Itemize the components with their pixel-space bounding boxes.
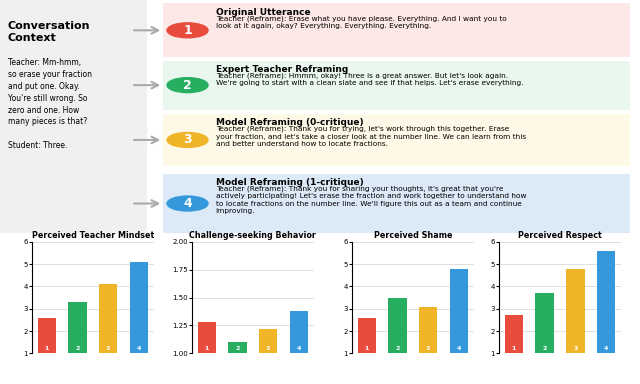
Title: Perceived Respect: Perceived Respect	[518, 231, 602, 240]
Text: 4: 4	[604, 346, 608, 351]
Text: 1: 1	[512, 346, 516, 351]
Bar	[130, 262, 148, 376]
Text: Original Utterance: Original Utterance	[216, 8, 310, 17]
Bar	[536, 293, 554, 376]
Text: Conversation
Context: Conversation Context	[8, 21, 90, 43]
Text: 2: 2	[236, 346, 239, 351]
Text: 2: 2	[76, 346, 79, 351]
FancyBboxPatch shape	[163, 3, 630, 57]
Text: Model Reframing (1-critique): Model Reframing (1-critique)	[216, 178, 364, 187]
Bar	[68, 302, 86, 376]
Bar	[99, 284, 117, 376]
Bar	[505, 315, 523, 376]
Text: Teacher (Reframe): Thank you for trying, let's work through this together. Erase: Teacher (Reframe): Thank you for trying,…	[216, 126, 526, 147]
Text: Teacher: Mm-hmm,
so erase your fraction
and put one. Okay.
You're still wrong. S: Teacher: Mm-hmm, so erase your fraction …	[8, 58, 92, 150]
Bar	[597, 251, 615, 376]
Text: 4: 4	[137, 346, 141, 351]
Text: 3: 3	[426, 346, 430, 351]
Text: 4: 4	[183, 197, 192, 210]
Text: 1: 1	[183, 24, 192, 37]
Title: Challenge-seeking Behavior: Challenge-seeking Behavior	[189, 231, 316, 240]
FancyBboxPatch shape	[163, 174, 630, 233]
FancyBboxPatch shape	[0, 0, 147, 233]
Text: 3: 3	[106, 346, 110, 351]
Bar	[450, 269, 468, 376]
Circle shape	[167, 132, 208, 147]
Bar	[228, 342, 246, 384]
Text: Model Reframing (0-critique): Model Reframing (0-critique)	[216, 119, 364, 127]
Text: Teacher (Reframe): Thank you for sharing your thoughts, it's great that you're
a: Teacher (Reframe): Thank you for sharing…	[216, 185, 526, 214]
Bar	[259, 329, 277, 384]
FancyBboxPatch shape	[147, 0, 640, 233]
Text: 2: 2	[543, 346, 547, 351]
Text: Expert Teacher Reframing: Expert Teacher Reframing	[216, 65, 348, 74]
Bar	[38, 318, 56, 376]
FancyBboxPatch shape	[163, 61, 630, 110]
Text: 2: 2	[183, 79, 192, 92]
Bar	[388, 298, 406, 376]
Text: Teacher (Reframe): Erase what you have please. Everything. And I want you to
loo: Teacher (Reframe): Erase what you have p…	[216, 15, 506, 29]
Bar	[290, 311, 308, 384]
FancyBboxPatch shape	[163, 114, 630, 166]
Text: 2: 2	[396, 346, 399, 351]
Bar	[566, 269, 584, 376]
Circle shape	[167, 196, 208, 211]
Bar	[358, 318, 376, 376]
Text: 1: 1	[365, 346, 369, 351]
Title: Perceived Teacher Mindset: Perceived Teacher Mindset	[31, 231, 154, 240]
Circle shape	[167, 78, 208, 93]
Text: 3: 3	[573, 346, 577, 351]
Text: 1: 1	[45, 346, 49, 351]
Text: 3: 3	[266, 346, 270, 351]
Text: 4: 4	[457, 346, 461, 351]
Text: Teacher (Reframe): Hmmm, okay! Three is a great answer. But let's look again.
We: Teacher (Reframe): Hmmm, okay! Three is …	[216, 72, 523, 86]
Text: 4: 4	[297, 346, 301, 351]
Title: Perceived Shame: Perceived Shame	[374, 231, 452, 240]
Bar	[419, 306, 437, 376]
Circle shape	[167, 23, 208, 38]
Text: 1: 1	[205, 346, 209, 351]
Text: 3: 3	[183, 134, 192, 146]
Bar	[198, 322, 216, 384]
